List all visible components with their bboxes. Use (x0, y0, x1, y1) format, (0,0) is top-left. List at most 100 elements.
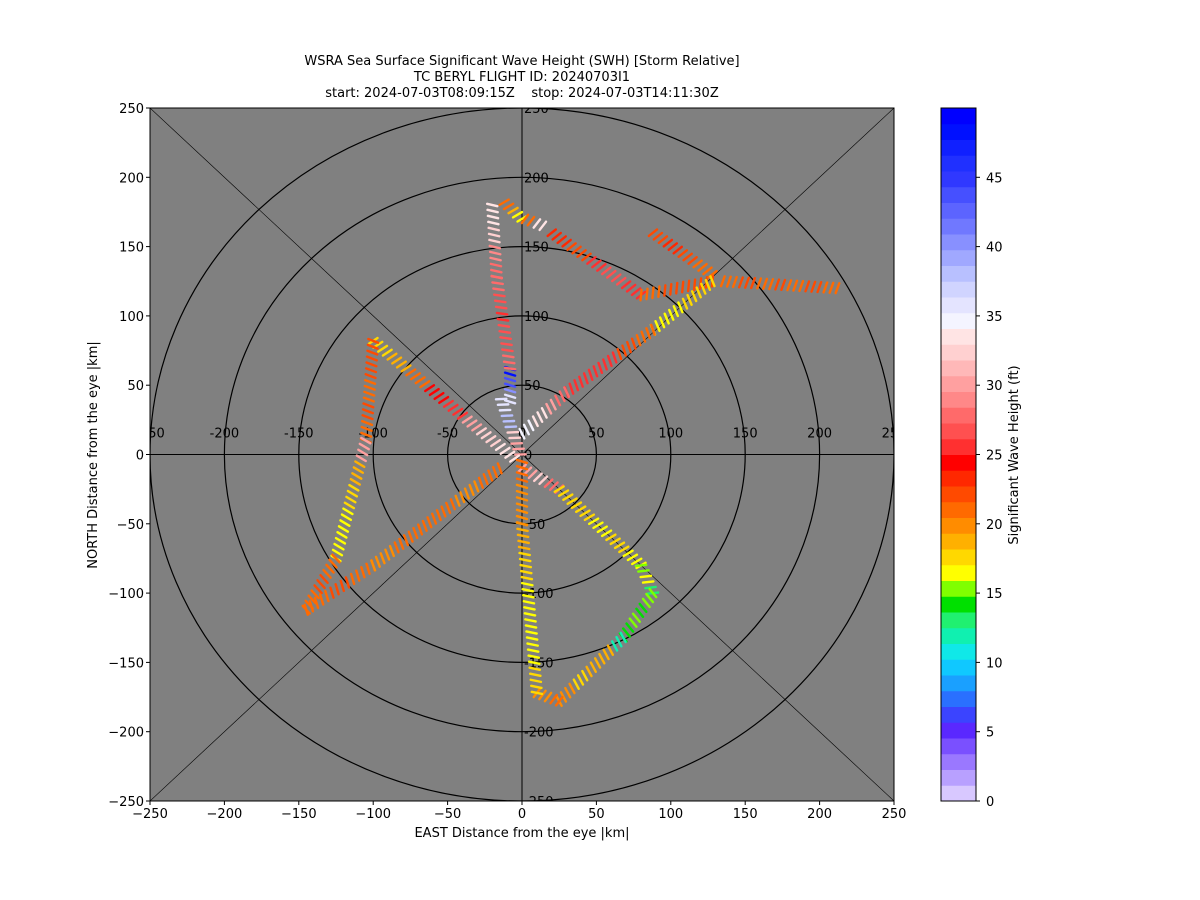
y-tick-label: 0 (136, 449, 144, 464)
track-point (527, 469, 538, 480)
track-point (606, 644, 615, 657)
track-point (626, 553, 639, 562)
track-point (482, 473, 489, 486)
track-point (477, 476, 484, 489)
track-point (310, 589, 320, 600)
track-point (630, 337, 637, 350)
track-point (527, 419, 535, 432)
track-point (524, 618, 537, 623)
track-point (409, 372, 422, 381)
track-point (576, 249, 587, 258)
track-point (362, 396, 375, 403)
track-point (635, 334, 642, 347)
track-point (503, 399, 517, 405)
inner-y-tick-label: 250 (524, 102, 549, 117)
inner-y-tick-label: 100 (524, 310, 549, 325)
track-point (613, 541, 626, 550)
track-point (428, 387, 440, 397)
inner-y-tick-label: -200 (524, 726, 554, 741)
track-point (744, 276, 751, 289)
track-point (360, 431, 373, 438)
colorbar-swatch (941, 659, 976, 676)
track-point (592, 365, 599, 378)
x-tick-label: 100 (658, 807, 683, 822)
track-point (561, 238, 572, 248)
track-point (313, 596, 320, 610)
track-point (509, 454, 521, 463)
track-point (367, 337, 380, 344)
track-point (598, 652, 606, 665)
y-axis-label: NORTH Distance from the eye |km| (86, 341, 101, 569)
colorbar-swatch (941, 281, 976, 298)
x-tick-label: −200 (207, 807, 243, 822)
colorbar-swatch (941, 470, 976, 487)
chart-title-line-1: WSRA Sea Surface Significant Wave Height… (304, 54, 740, 69)
track-point (572, 678, 580, 691)
track-point (503, 371, 517, 377)
inner-x-tick-label: -250 (135, 427, 165, 442)
track-point (345, 495, 357, 504)
track-point (517, 539, 530, 545)
track-point (419, 380, 431, 389)
track-point (400, 364, 412, 373)
colorbar-tick-label: 35 (986, 310, 1003, 325)
track-point (456, 411, 469, 420)
track-point (648, 587, 658, 599)
track-point (737, 276, 744, 289)
track-point (364, 378, 377, 386)
track-point (445, 501, 452, 514)
track-point (527, 654, 541, 659)
track-point (620, 280, 632, 290)
inner-y-tick-label: 50 (524, 379, 541, 394)
track-point (568, 382, 575, 395)
inner-y-tick-label: 0 (524, 449, 532, 464)
track-point (536, 411, 544, 423)
track-point (543, 691, 553, 703)
track-point (628, 617, 638, 628)
track-point (543, 478, 554, 489)
track-point (546, 228, 558, 238)
track-point (704, 278, 712, 292)
colorbar-swatch (941, 501, 976, 518)
track-point (488, 244, 502, 250)
track-point (645, 327, 652, 340)
track-point (635, 607, 645, 619)
track-point (578, 375, 584, 388)
track-point (591, 259, 602, 269)
track-point (551, 231, 563, 241)
colorbar-tick-label: 30 (986, 379, 1003, 394)
track-point (370, 559, 377, 572)
track-point (499, 336, 512, 341)
colorbar-swatch (941, 612, 976, 629)
x-tick-label: 250 (882, 807, 907, 822)
track-point (690, 290, 698, 303)
track-point (522, 423, 530, 436)
track-point (616, 347, 623, 361)
track-point (515, 471, 529, 477)
track-point (402, 534, 410, 547)
track-point (568, 682, 576, 695)
track-point (521, 581, 534, 587)
track-point (337, 525, 350, 533)
track-point (339, 579, 346, 593)
x-tick-label: −150 (281, 807, 317, 822)
track-point (354, 460, 366, 469)
track-point (680, 280, 685, 294)
range-ring-150km (298, 246, 746, 663)
track-point (346, 489, 359, 498)
colorbar-swatch (941, 690, 976, 707)
track-point (366, 343, 379, 350)
track-point (515, 458, 529, 465)
y-tick-label: 200 (119, 171, 144, 186)
track-point (634, 563, 648, 568)
chart-title-line-2: TC BERYL FLIGHT ID: 20240703I1 (413, 70, 631, 85)
track-point (447, 403, 459, 412)
track-point (663, 284, 667, 297)
track-point (780, 278, 787, 291)
track-point (498, 330, 512, 334)
colorbar-swatch (941, 643, 976, 660)
colorbar-tick-label: 0 (986, 795, 994, 810)
colorbar-swatch (941, 533, 976, 550)
colorbar-swatch (941, 722, 976, 739)
track-point (596, 262, 607, 272)
